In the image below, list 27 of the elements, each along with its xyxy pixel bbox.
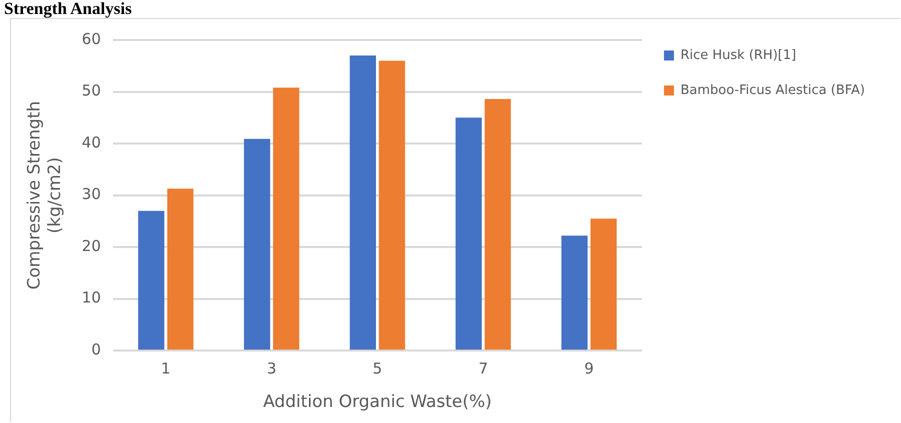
bar bbox=[561, 236, 588, 350]
legend-label: Rice Husk (RH)[1] bbox=[680, 48, 796, 63]
y-tick-label: 60 bbox=[82, 30, 101, 48]
x-tick-label: 3 bbox=[266, 359, 276, 378]
x-tick-label: 5 bbox=[372, 359, 382, 378]
bar bbox=[167, 188, 194, 350]
bar bbox=[244, 138, 270, 350]
bar bbox=[350, 56, 376, 350]
x-axis-title: Addition Organic Waste(%) bbox=[263, 392, 492, 412]
legend-label: Bamboo-Ficus Alestica (BFA) bbox=[680, 82, 865, 98]
y-tick-label: 20 bbox=[82, 236, 101, 255]
bar bbox=[456, 118, 482, 350]
bar bbox=[484, 99, 511, 350]
y-tick-label: 50 bbox=[82, 82, 101, 100]
bar bbox=[378, 60, 406, 350]
bar bbox=[273, 88, 300, 350]
bar bbox=[138, 210, 164, 350]
x-tick-label: 7 bbox=[478, 359, 488, 378]
y-axis-title: Compressive Strength (kg/cm2) bbox=[24, 101, 66, 290]
bar bbox=[590, 218, 617, 350]
x-tick-label: 1 bbox=[161, 359, 171, 378]
y-tick-label: 30 bbox=[82, 185, 101, 204]
y-tick-label: 0 bbox=[91, 340, 101, 358]
chart-title: Strength Analysis bbox=[4, 0, 132, 18]
x-tick-label: 9 bbox=[584, 359, 594, 378]
y-tick-label: 40 bbox=[82, 133, 101, 152]
y-tick-label: 10 bbox=[82, 288, 101, 307]
